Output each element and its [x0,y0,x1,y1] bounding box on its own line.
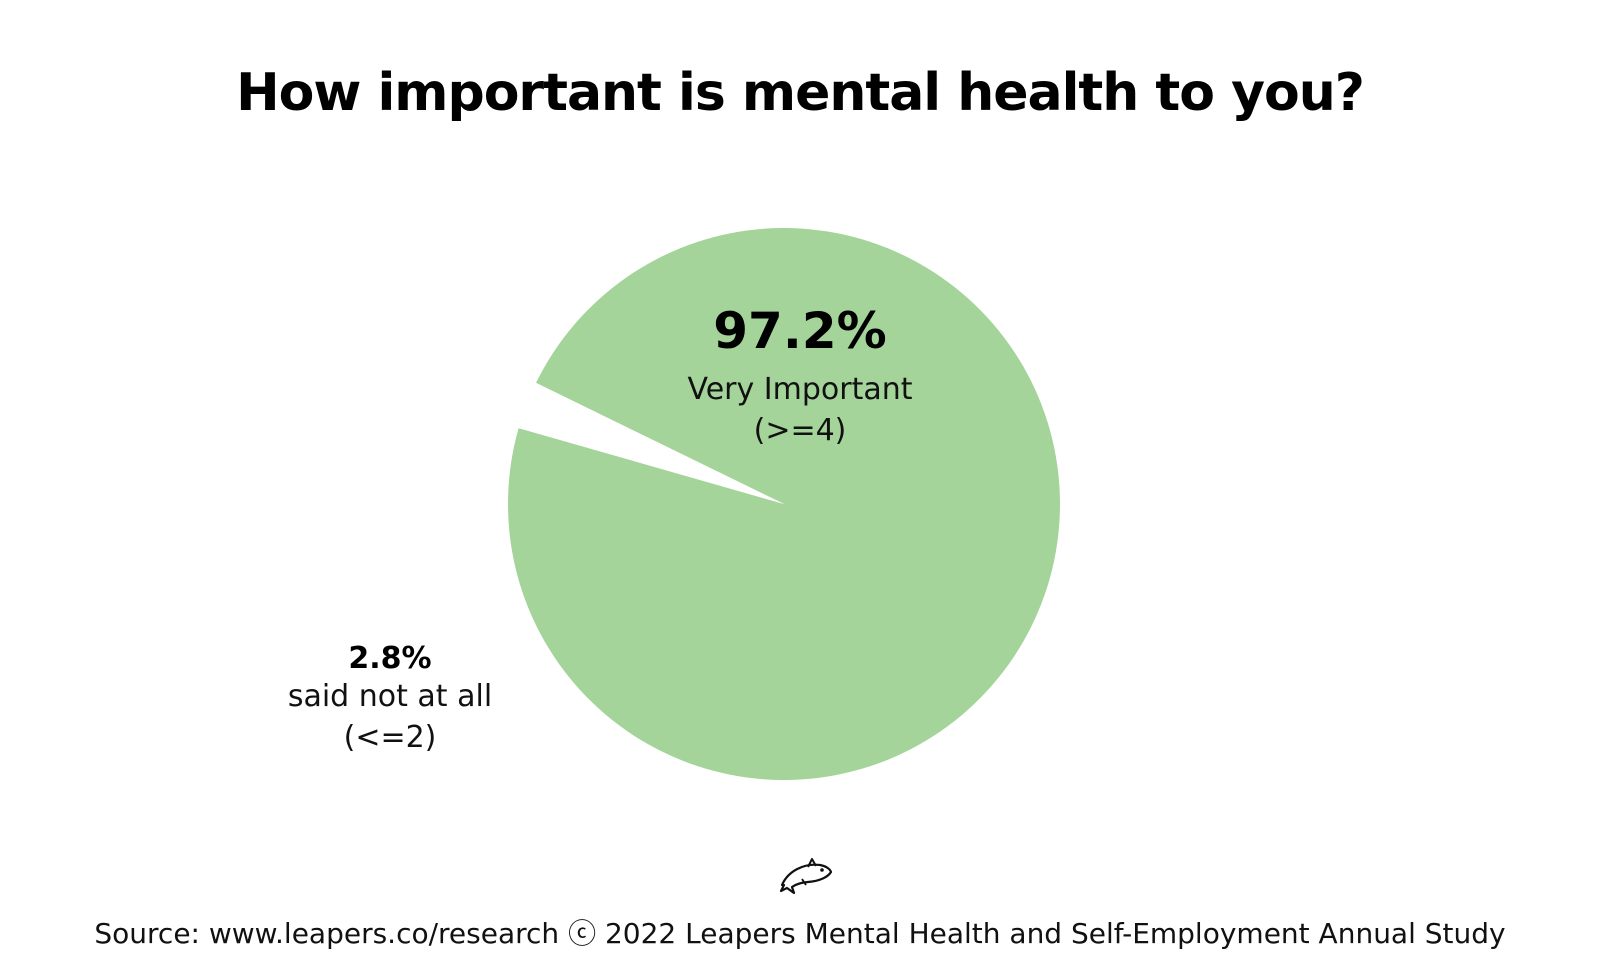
slice-name-not-at-all: said not at all [287,678,493,714]
slice-sublabel-not-at-all: (<=2) [343,720,437,755]
slice-label-very-important: 97.2% Very Important (>=4) [610,300,990,454]
pie-slices [507,228,1060,781]
slice-value-not-at-all: 2.8% [348,641,432,676]
slice-name-very-important: Very Important [687,371,913,407]
leaping-fish-icon [779,858,833,895]
slice-label-not-at-all: 2.8% said not at all (<=2) [240,640,540,761]
chart-title: How important is mental health to you? [236,63,1365,123]
pie-slice-not-at-all [518,382,784,504]
slice-value-very-important: 97.2% [713,302,887,360]
slice-sublabel-very-important: (>=4) [753,413,847,448]
source-credit: Source: www.leapers.co/research ⓒ 2022 L… [94,917,1506,950]
pie-slice-very-important [507,228,1060,781]
